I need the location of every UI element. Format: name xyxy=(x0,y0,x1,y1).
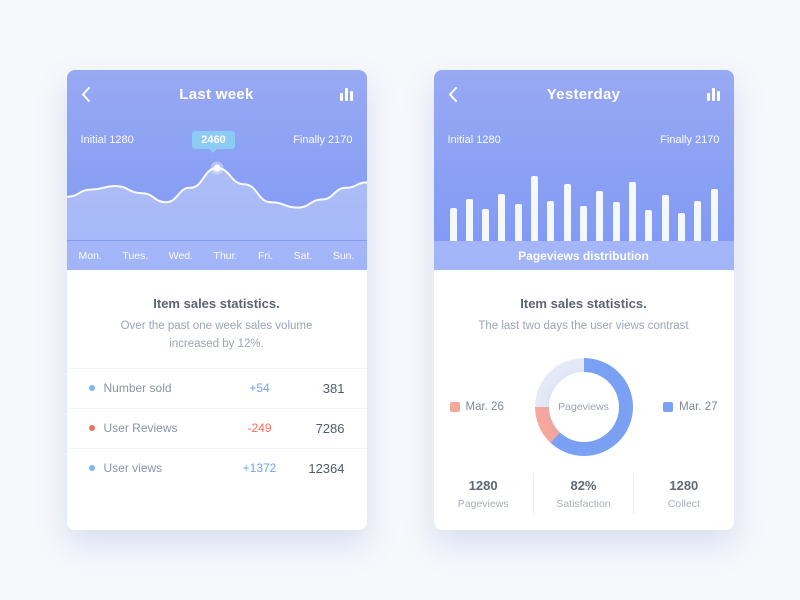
bar xyxy=(482,208,490,241)
chevron-left-icon xyxy=(448,86,457,102)
stat-value: 1280 xyxy=(669,478,699,493)
donut-section: Mar. 26 Pageviews Mar. 27 xyxy=(434,357,734,456)
initial-value: Initial 1280 xyxy=(447,133,501,146)
row-label: User views xyxy=(103,461,163,476)
last-week-header-top: Last week xyxy=(67,70,367,118)
stats-list: Number sold +54 381 User Reviews -249 72… xyxy=(66,367,367,488)
page-title: Yesterday xyxy=(546,85,621,103)
bar xyxy=(628,182,636,241)
stats-title: Item sales statistics. xyxy=(153,296,280,311)
line-chart[interactable] xyxy=(66,150,367,240)
stats-subtitle: Over the past one week sales volume incr… xyxy=(120,320,313,350)
bar xyxy=(465,199,473,241)
bar xyxy=(596,190,604,241)
wave-fill xyxy=(66,168,367,240)
wave-svg xyxy=(66,150,367,240)
range-row: Initial 1280 Finally 2170 xyxy=(434,130,734,149)
legend-item-mar26: Mar. 26 xyxy=(449,400,504,413)
bar xyxy=(563,184,571,241)
donut-chart[interactable]: Pageviews xyxy=(534,357,633,456)
bar xyxy=(710,188,718,241)
wave-peak-dot[interactable] xyxy=(213,164,220,172)
range-row: Initial 1280 2460 Finally 2170 xyxy=(67,130,367,149)
finally-value: Finally 2170 xyxy=(293,133,353,146)
weekday-label: Thur. xyxy=(213,249,238,262)
stat-value: 1280 xyxy=(468,478,498,493)
stat-value: 82% xyxy=(570,478,597,493)
initial-value: Initial 1280 xyxy=(80,133,134,146)
bullet-dot-icon xyxy=(88,385,95,392)
page-title: Last week xyxy=(179,85,254,103)
last-week-card: Last week Initial 1280 2460 Finally 2170… xyxy=(66,70,367,530)
legend-label: Mar. 26 xyxy=(465,400,504,413)
bar xyxy=(547,200,555,241)
legend-swatch-icon xyxy=(663,401,674,412)
bar xyxy=(694,200,702,241)
row-delta: -249 xyxy=(247,421,272,436)
stat-label: Satisfaction xyxy=(556,498,611,510)
stat-label: Pageviews xyxy=(457,498,509,510)
bar xyxy=(498,194,506,241)
bar-chart-icon[interactable] xyxy=(329,87,353,101)
row-delta: +1372 xyxy=(242,461,277,476)
stat-pageviews: 1280 Pageviews xyxy=(434,474,533,514)
weekday-label: Sat. xyxy=(293,249,313,262)
row-label: Number sold xyxy=(103,381,172,396)
bar xyxy=(677,212,685,241)
row-delta: +54 xyxy=(249,381,270,396)
row-value: 381 xyxy=(322,380,345,396)
weekday-label: Fri. xyxy=(257,249,274,262)
weekday-label: Mon. xyxy=(78,249,102,262)
list-item: User views +1372 12364 xyxy=(66,447,367,488)
legend-swatch-icon xyxy=(449,401,460,412)
bar xyxy=(661,195,669,241)
row-value: 7286 xyxy=(315,420,345,436)
last-week-body: Item sales statistics. Over the past one… xyxy=(66,270,367,530)
row-value: 12364 xyxy=(308,460,345,476)
finally-value: Finally 2170 xyxy=(660,133,720,146)
list-item: Number sold +54 381 xyxy=(66,367,367,408)
row-label: User Reviews xyxy=(103,421,178,436)
bottom-stats: 1280 Pageviews 82% Satisfaction 1280 Col… xyxy=(434,474,734,514)
yesterday-card: Yesterday Initial 1280 Finally 2170 Page… xyxy=(433,70,734,530)
legend-label: Mar. 27 xyxy=(679,400,718,413)
stats-title: Item sales statistics. xyxy=(520,296,647,311)
bar xyxy=(449,207,457,241)
bar xyxy=(645,210,653,241)
stats-subtitle: The last two days the user views contras… xyxy=(478,320,689,332)
cards-container: Last week Initial 1280 2460 Finally 2170… xyxy=(0,0,800,530)
back-button[interactable] xyxy=(81,86,105,102)
stat-satisfaction: 82% Satisfaction xyxy=(532,474,635,514)
stat-label: Collect xyxy=(667,498,700,510)
bars-chart[interactable] xyxy=(449,174,718,241)
yesterday-header-top: Yesterday xyxy=(434,70,734,118)
back-button[interactable] xyxy=(448,86,472,102)
bar xyxy=(514,204,522,241)
yesterday-body: Item sales statistics. The last two days… xyxy=(433,270,734,530)
bar xyxy=(612,202,620,241)
bar-chart-icon[interactable] xyxy=(696,87,720,101)
list-item: User Reviews -249 7286 xyxy=(66,407,367,448)
last-week-header: Last week Initial 1280 2460 Finally 2170… xyxy=(66,70,367,270)
weekday-label: Tues. xyxy=(122,249,149,262)
bar xyxy=(580,206,587,241)
donut-center-label: Pageviews xyxy=(548,371,619,442)
weekday-axis: Mon. Tues. Wed. Thur. Fri. Sat. Sun. xyxy=(66,241,367,270)
chart-tooltip[interactable]: 2460 xyxy=(192,130,235,149)
yesterday-header: Yesterday Initial 1280 Finally 2170 Page… xyxy=(433,70,734,270)
weekday-label: Sun. xyxy=(332,249,355,262)
weekday-label: Wed. xyxy=(168,249,194,262)
stat-collect: 1280 Collect xyxy=(634,474,733,514)
bullet-dot-icon xyxy=(88,425,95,432)
bar xyxy=(531,176,539,241)
pageviews-banner: Pageviews distribution xyxy=(433,241,734,270)
bullet-dot-icon xyxy=(88,465,95,472)
chevron-left-icon xyxy=(81,86,90,102)
legend-item-mar27: Mar. 27 xyxy=(663,400,718,413)
